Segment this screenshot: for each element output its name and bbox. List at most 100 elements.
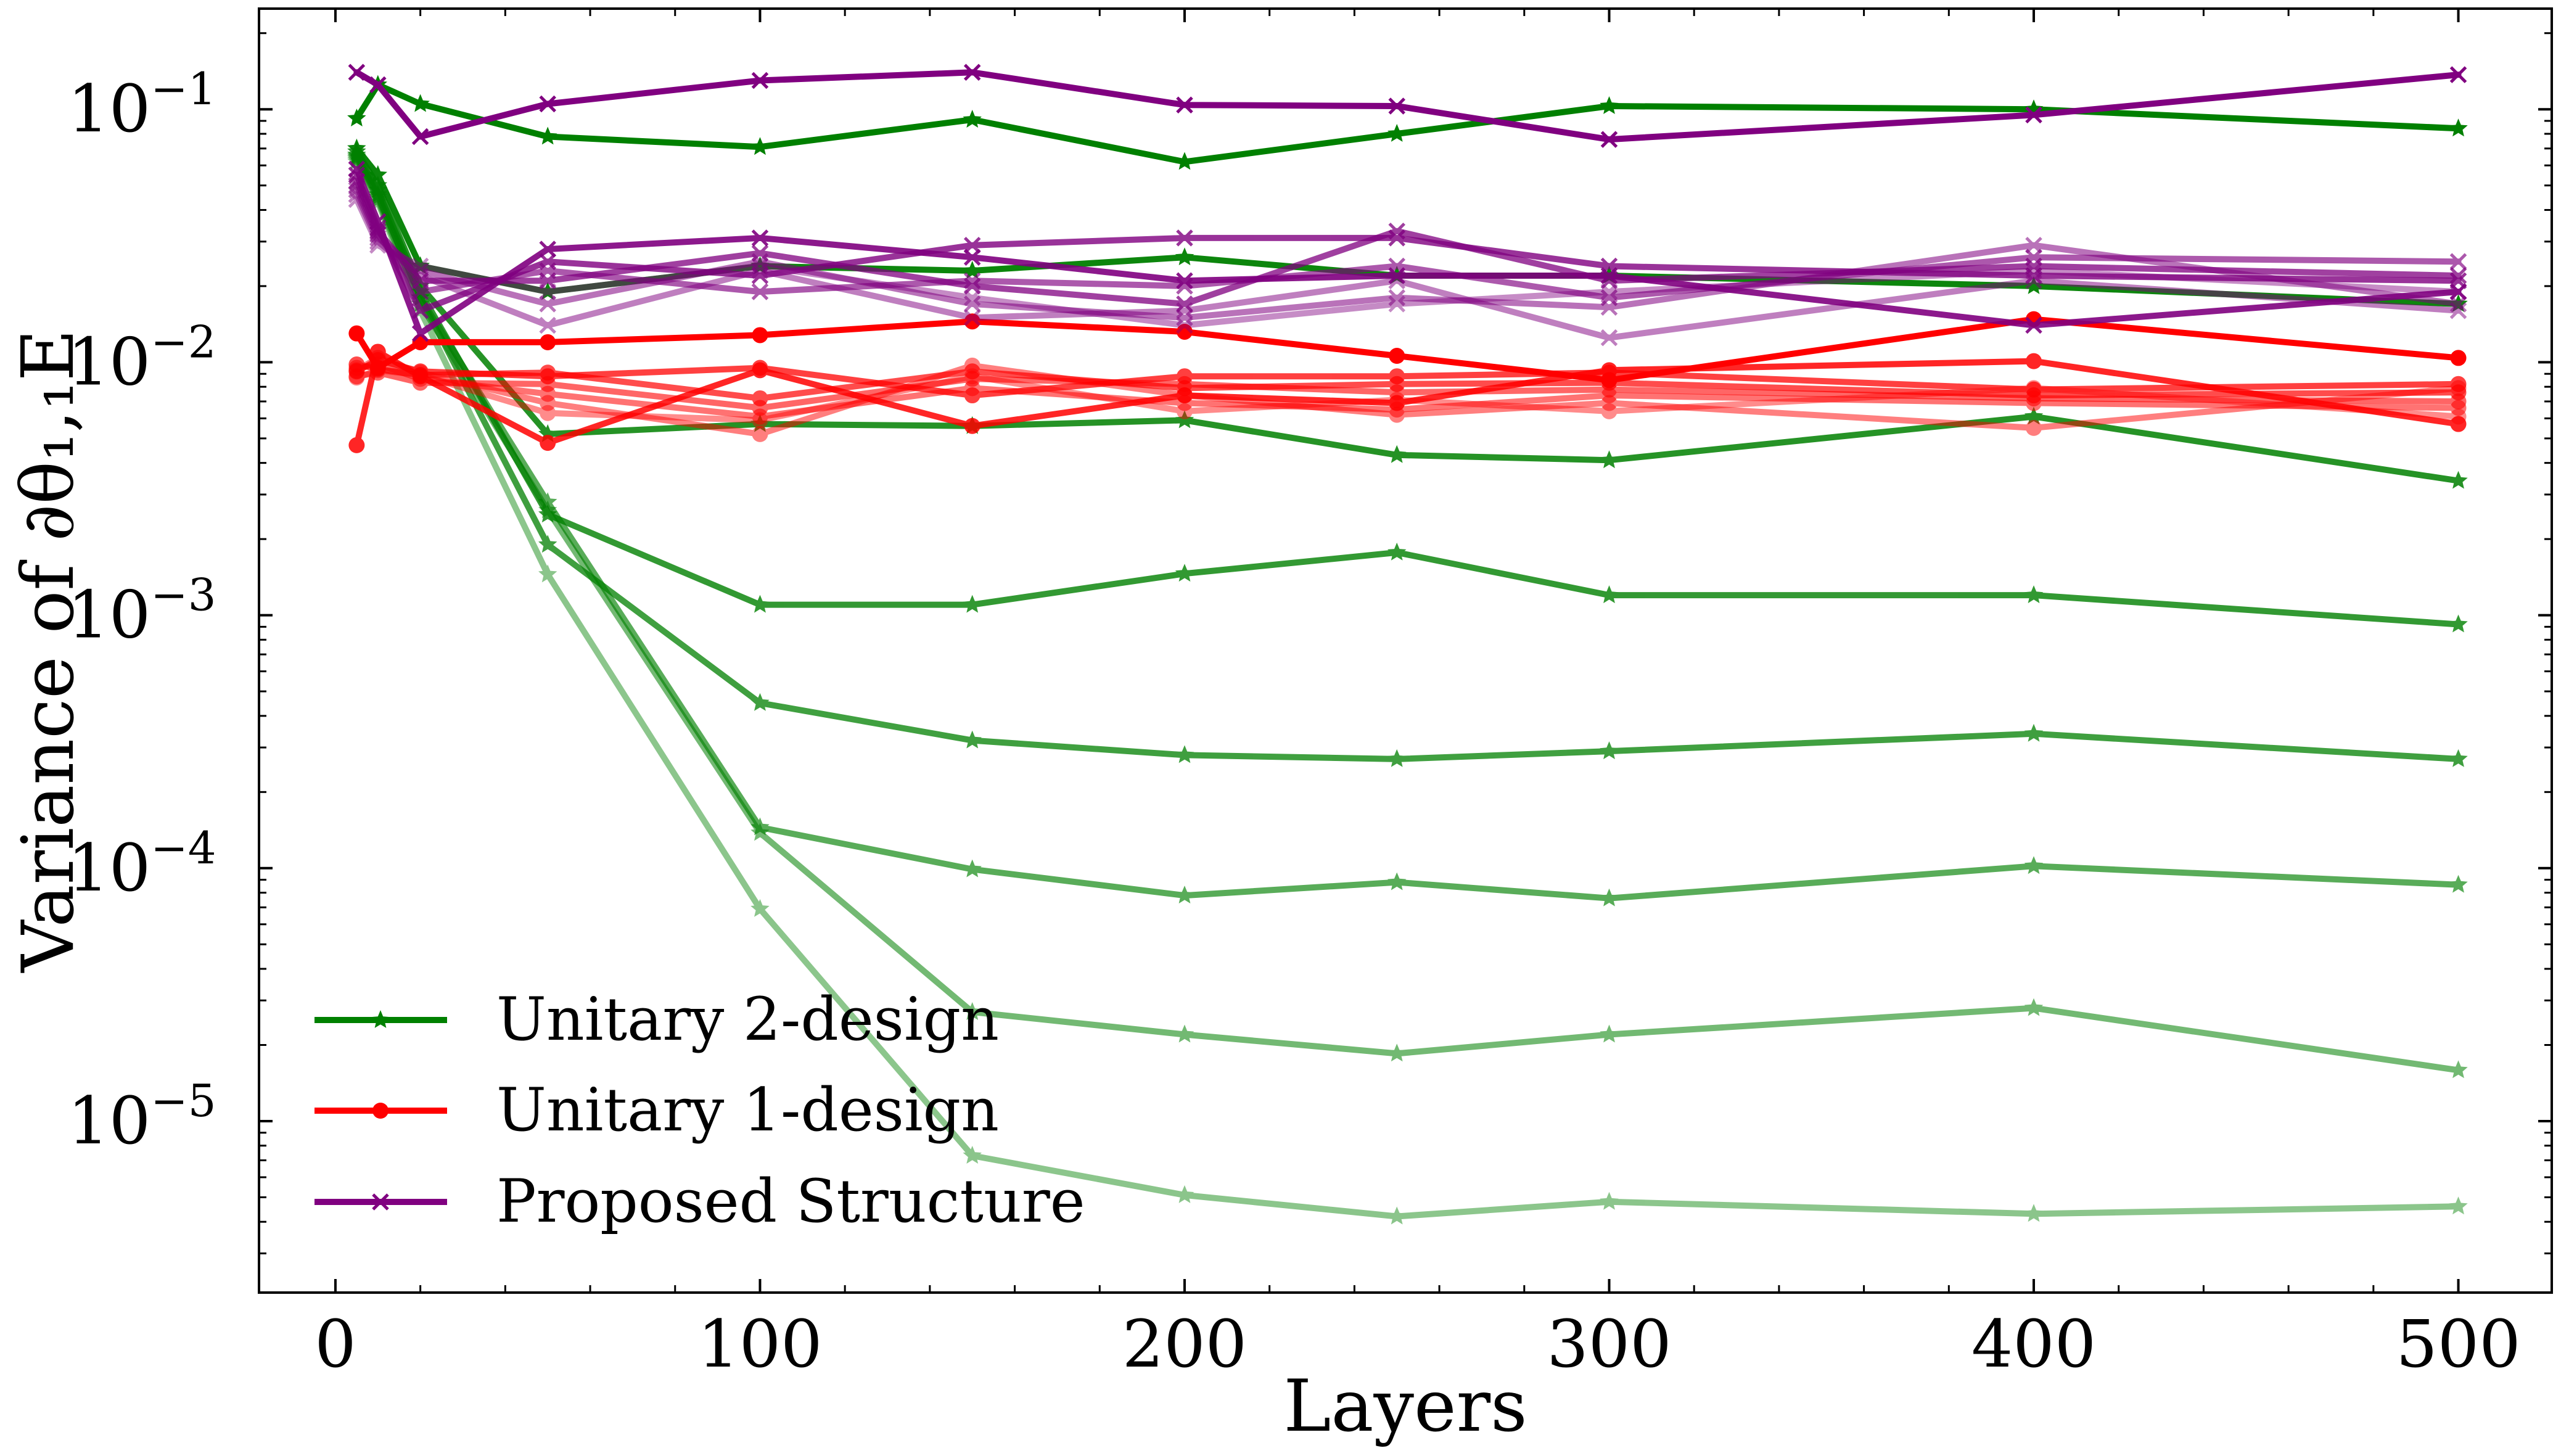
data-point xyxy=(964,387,980,404)
x-tick-label: 300 xyxy=(1547,1306,1671,1382)
data-point xyxy=(2025,106,2042,124)
x-tick-label: 500 xyxy=(2396,1306,2520,1382)
data-point xyxy=(412,334,429,350)
data-point xyxy=(540,334,556,350)
data-point xyxy=(538,282,557,300)
data-point xyxy=(2024,1204,2044,1222)
y-tick-label: 10−2 xyxy=(67,316,216,400)
legend-marker xyxy=(372,1193,389,1211)
data-point xyxy=(1600,585,1619,604)
x-tick-label: 400 xyxy=(1971,1306,2096,1382)
data-point xyxy=(1176,295,1193,313)
data-point xyxy=(964,417,980,434)
series-unitary2 xyxy=(347,75,2468,170)
data-point xyxy=(750,823,770,841)
data-point xyxy=(540,435,556,451)
data-point xyxy=(1175,247,1194,266)
data-point xyxy=(369,360,386,376)
data-point xyxy=(1600,289,1618,306)
data-point xyxy=(538,504,557,523)
data-point xyxy=(2449,283,2467,300)
data-point xyxy=(1176,368,1193,385)
data-point xyxy=(347,138,366,157)
data-point xyxy=(963,295,981,313)
data-point xyxy=(1175,564,1194,582)
data-point xyxy=(411,324,429,342)
data-point xyxy=(2024,723,2044,742)
data-point xyxy=(1600,1191,1619,1210)
series-proposed xyxy=(348,160,2467,342)
legend-label: Unitary 1-design xyxy=(496,1076,999,1145)
data-point xyxy=(752,362,768,379)
data-point xyxy=(2024,406,2044,425)
y-tick-label: 10−4 xyxy=(67,822,216,906)
data-point xyxy=(411,94,430,112)
data-point xyxy=(2449,1060,2468,1079)
data-point xyxy=(347,109,366,126)
data-point xyxy=(963,1146,982,1164)
series-proposed xyxy=(348,64,2467,148)
series-unitary1 xyxy=(348,311,2467,389)
data-point xyxy=(1387,1206,1407,1225)
data-point xyxy=(2449,253,2467,270)
data-point xyxy=(963,594,982,613)
data-point xyxy=(963,309,981,326)
data-point xyxy=(538,535,557,553)
data-point xyxy=(963,64,981,81)
data-point xyxy=(411,128,429,146)
data-point xyxy=(411,272,429,290)
data-point xyxy=(963,859,982,878)
data-point xyxy=(964,363,980,380)
x-tick-label: 0 xyxy=(314,1306,356,1382)
data-point xyxy=(2025,267,2042,284)
legend-label: Proposed Structure xyxy=(496,1167,1085,1236)
data-point xyxy=(750,817,770,836)
data-point xyxy=(1176,272,1193,290)
y-tick-label: 10−1 xyxy=(67,63,216,147)
data-point xyxy=(1389,368,1405,385)
data-point xyxy=(1176,387,1193,404)
data-point xyxy=(750,899,770,917)
data-point xyxy=(348,325,365,342)
data-point xyxy=(2449,118,2468,137)
data-point xyxy=(2026,353,2042,369)
data-point xyxy=(1600,741,1619,760)
data-point xyxy=(963,730,982,749)
data-point xyxy=(369,213,387,230)
tick-labels: 0 100 200 300 400 500 10−5 10−4 10−3 10−2 10−1 xyxy=(67,63,2520,1382)
data-point xyxy=(348,363,365,380)
data-point xyxy=(1176,229,1193,247)
data-point xyxy=(1175,1024,1194,1043)
data-point xyxy=(2026,419,2042,436)
legend-item-unitary2: Unitary 2-design xyxy=(314,985,999,1054)
data-point xyxy=(752,426,768,442)
data-point xyxy=(750,137,770,155)
data-point xyxy=(2449,874,2468,893)
legend-marker xyxy=(372,1103,388,1119)
data-point xyxy=(963,110,982,128)
data-point xyxy=(2449,471,2468,489)
data-point xyxy=(538,564,557,583)
data-point xyxy=(751,229,769,247)
data-point xyxy=(368,165,387,183)
data-point xyxy=(1600,267,1618,284)
y-tick-label: 10−5 xyxy=(67,1075,216,1159)
data-point xyxy=(1388,229,1405,247)
y-axis-title: Variance of ∂θ₁,₁E xyxy=(7,329,90,973)
data-point xyxy=(2024,856,2044,874)
legend: Unitary 2-design Unitary 1-design Proposed… xyxy=(314,985,1085,1236)
data-point xyxy=(1600,329,1618,347)
data-point xyxy=(1388,97,1405,115)
data-point xyxy=(1176,309,1193,326)
y-tick-label: 10−3 xyxy=(67,569,216,653)
data-point xyxy=(2025,316,2042,334)
data-point xyxy=(1387,124,1407,142)
data-point xyxy=(539,253,556,270)
data-point xyxy=(2024,276,2044,294)
data-point xyxy=(539,316,556,334)
data-point xyxy=(751,267,769,284)
data-point xyxy=(751,244,769,262)
data-point xyxy=(2449,295,2467,313)
